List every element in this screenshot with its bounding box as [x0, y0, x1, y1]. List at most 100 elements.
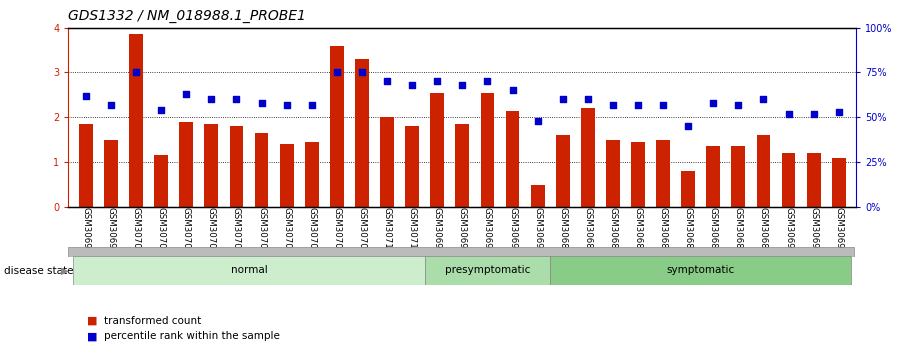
Text: GSM30708: GSM30708	[333, 207, 342, 254]
Bar	[154, 155, 169, 207]
Point	[656, 102, 670, 108]
Text: GSM30683: GSM30683	[609, 207, 618, 254]
Text: GSM30688: GSM30688	[734, 207, 742, 254]
Text: percentile rank within the sample: percentile rank within the sample	[104, 332, 280, 341]
Bar	[706, 146, 721, 207]
Bar	[179, 122, 193, 207]
Text: GSM30710: GSM30710	[383, 207, 392, 254]
Bar	[656, 140, 670, 207]
Point	[330, 70, 344, 75]
Bar	[355, 59, 369, 207]
Text: GSM30689: GSM30689	[759, 207, 768, 254]
Text: GSM30705: GSM30705	[257, 207, 266, 254]
Text: GSM30692: GSM30692	[834, 207, 844, 254]
Text: transformed count: transformed count	[104, 316, 201, 326]
Bar	[782, 153, 795, 207]
Point	[806, 111, 821, 117]
Text: ▶: ▶	[61, 266, 69, 276]
Text: GSM30685: GSM30685	[659, 207, 668, 254]
Point	[280, 102, 294, 108]
Text: GSM30709: GSM30709	[357, 207, 366, 254]
Bar	[380, 117, 394, 207]
Text: ■: ■	[87, 316, 97, 326]
Point	[204, 97, 219, 102]
Bar	[456, 124, 469, 207]
Point	[681, 124, 695, 129]
Bar	[204, 124, 219, 207]
Bar	[74, 256, 425, 285]
Point	[430, 79, 445, 84]
Point	[732, 102, 746, 108]
Point	[304, 102, 319, 108]
Bar	[425, 256, 550, 285]
Point	[254, 100, 269, 106]
Bar	[230, 126, 243, 207]
Bar	[606, 140, 619, 207]
Bar	[756, 135, 771, 207]
Bar	[732, 146, 745, 207]
Point	[530, 118, 545, 124]
Point	[404, 82, 419, 88]
Text: GSM30696: GSM30696	[508, 207, 517, 254]
Text: GDS1332 / NM_018988.1_PROBE1: GDS1332 / NM_018988.1_PROBE1	[68, 9, 306, 23]
Text: GSM30703: GSM30703	[207, 207, 216, 254]
Text: GSM30687: GSM30687	[709, 207, 718, 254]
Text: symptomatic: symptomatic	[667, 266, 735, 275]
Bar	[631, 142, 645, 207]
Bar	[405, 126, 419, 207]
Bar	[129, 34, 143, 207]
Bar	[832, 158, 845, 207]
Text: ■: ■	[87, 332, 97, 341]
Text: GSM30682: GSM30682	[583, 207, 592, 254]
Bar	[531, 185, 545, 207]
Text: GSM30699: GSM30699	[107, 207, 116, 254]
Point	[756, 97, 771, 102]
Text: GSM30686: GSM30686	[683, 207, 692, 254]
Point	[179, 91, 193, 97]
Bar	[506, 110, 519, 207]
Point	[630, 102, 645, 108]
Point	[556, 97, 570, 102]
Text: GSM30684: GSM30684	[633, 207, 642, 254]
Text: GSM30695: GSM30695	[483, 207, 492, 254]
Bar	[480, 92, 495, 207]
Point	[380, 79, 394, 84]
Text: GSM30706: GSM30706	[282, 207, 292, 254]
Text: GSM30693: GSM30693	[433, 207, 442, 254]
Bar	[430, 92, 445, 207]
Point	[128, 70, 143, 75]
Point	[782, 111, 796, 117]
Bar	[550, 256, 851, 285]
Bar	[305, 142, 319, 207]
Bar	[255, 133, 269, 207]
Bar	[581, 108, 595, 207]
Text: normal: normal	[230, 266, 268, 275]
Text: GSM30702: GSM30702	[182, 207, 190, 254]
Text: GSM30697: GSM30697	[533, 207, 542, 254]
Bar	[681, 171, 695, 207]
Text: GSM30704: GSM30704	[232, 207, 241, 254]
Point	[455, 82, 470, 88]
Point	[506, 88, 520, 93]
Point	[104, 102, 118, 108]
Bar	[807, 153, 821, 207]
Text: GSM30681: GSM30681	[558, 207, 568, 254]
Text: disease state: disease state	[4, 266, 73, 276]
Bar	[330, 46, 343, 207]
Point	[580, 97, 595, 102]
Text: GSM30700: GSM30700	[131, 207, 140, 254]
Bar	[556, 135, 569, 207]
Text: GSM30690: GSM30690	[784, 207, 793, 254]
Point	[354, 70, 369, 75]
Text: GSM30694: GSM30694	[458, 207, 466, 254]
Point	[832, 109, 846, 115]
Text: GSM30707: GSM30707	[307, 207, 316, 254]
Bar	[104, 140, 118, 207]
Text: GSM30711: GSM30711	[407, 207, 416, 254]
Bar	[280, 144, 293, 207]
Point	[78, 93, 93, 99]
Point	[230, 97, 244, 102]
Text: GSM30691: GSM30691	[809, 207, 818, 254]
Text: presymptomatic: presymptomatic	[445, 266, 530, 275]
Point	[154, 107, 169, 113]
